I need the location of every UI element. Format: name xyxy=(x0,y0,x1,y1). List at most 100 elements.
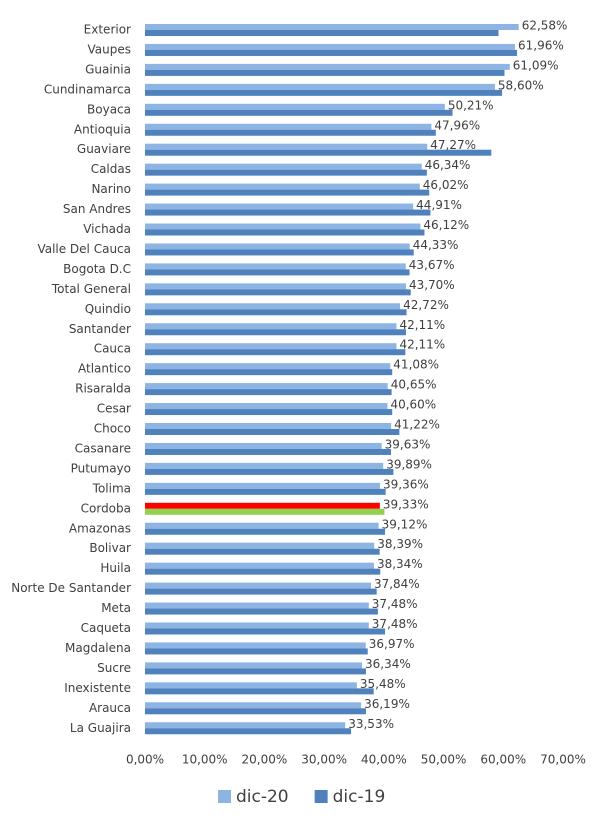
data-label: 39,89% xyxy=(386,457,432,471)
data-label: 42,11% xyxy=(399,318,445,332)
data-label: 33,53% xyxy=(348,717,394,731)
bar xyxy=(145,49,518,56)
bar xyxy=(145,203,414,210)
data-label: 37,84% xyxy=(374,577,420,591)
data-label: 41,22% xyxy=(394,418,440,432)
bar xyxy=(145,688,374,695)
bar xyxy=(145,568,381,575)
data-label: 36,34% xyxy=(365,657,411,671)
bar xyxy=(145,702,362,709)
bar xyxy=(145,263,406,270)
legend-label: dic-20 xyxy=(236,787,289,807)
bar xyxy=(145,123,432,130)
bar xyxy=(145,183,420,190)
x-tick-label: 30,00% xyxy=(301,753,347,767)
bar xyxy=(145,429,400,435)
y-tick-label: Huila xyxy=(100,561,131,575)
bar xyxy=(145,409,393,416)
x-tick-label: 70,00% xyxy=(540,753,586,767)
x-tick-label: 40,00% xyxy=(361,753,407,767)
y-tick-label: Antioquia xyxy=(74,122,131,136)
data-label: 47,96% xyxy=(434,118,480,132)
x-tick-label: 50,00% xyxy=(421,753,467,767)
data-label: 37,48% xyxy=(372,597,418,611)
bar xyxy=(145,169,427,176)
data-label: 46,12% xyxy=(423,218,469,232)
bar xyxy=(145,189,430,196)
bar xyxy=(145,642,366,649)
bar xyxy=(145,442,382,449)
y-tick-label: Vaupes xyxy=(88,42,132,56)
bar xyxy=(145,462,384,469)
bar xyxy=(145,243,410,250)
y-tick-label: Bolivar xyxy=(89,541,131,555)
bar xyxy=(145,682,357,689)
bar xyxy=(145,249,414,256)
bar xyxy=(145,468,394,475)
bar xyxy=(145,149,492,156)
data-label: 38,34% xyxy=(377,557,423,571)
y-tick-label: Cesar xyxy=(97,402,131,416)
y-tick-label: Risaralda xyxy=(75,382,131,396)
y-tick-label: Vichada xyxy=(83,222,131,236)
bar xyxy=(145,143,428,150)
y-tick-label: Tolima xyxy=(92,481,131,495)
data-label: 47,27% xyxy=(430,138,476,152)
bar xyxy=(145,522,379,529)
bar xyxy=(145,229,425,236)
y-tick-label: Amazonas xyxy=(69,521,131,535)
bar xyxy=(145,329,406,336)
x-tick-label: 20,00% xyxy=(242,753,288,767)
y-tick-label: Choco xyxy=(94,422,131,436)
legend-swatch xyxy=(218,790,231,803)
data-label: 43,67% xyxy=(409,258,455,272)
bar xyxy=(145,349,406,356)
bar xyxy=(145,588,377,595)
data-label: 42,72% xyxy=(403,298,449,312)
y-tick-label: Valle Del Cauca xyxy=(37,242,131,256)
bar xyxy=(145,109,453,116)
bar xyxy=(145,209,431,216)
bar xyxy=(145,63,510,70)
data-label: 38,39% xyxy=(377,537,423,551)
y-tick-label: Caqueta xyxy=(81,621,131,635)
y-tick-label: Exterior xyxy=(84,23,131,37)
y-tick-label: Casanare xyxy=(75,441,131,455)
data-label: 46,34% xyxy=(425,158,471,172)
y-tick-label: Narino xyxy=(91,182,131,196)
data-label: 61,09% xyxy=(513,58,559,72)
bar xyxy=(145,508,385,515)
bar xyxy=(145,602,369,609)
bar xyxy=(145,83,495,90)
bar xyxy=(145,389,392,396)
bar xyxy=(145,343,397,350)
y-tick-label: La Guajira xyxy=(70,721,131,735)
bar xyxy=(145,582,371,589)
data-label: 42,11% xyxy=(399,338,445,352)
bar xyxy=(145,323,397,330)
bar xyxy=(145,369,393,376)
bar xyxy=(145,423,392,429)
y-tick-label: Inexistente xyxy=(64,681,131,695)
y-tick-label: San Andres xyxy=(63,202,131,216)
data-label: 40,65% xyxy=(391,378,437,392)
y-tick-label: Arauca xyxy=(89,701,131,715)
bar xyxy=(145,528,386,535)
bar xyxy=(145,562,374,569)
y-tick-label: Cauca xyxy=(94,342,131,356)
bar xyxy=(145,722,346,729)
bar xyxy=(145,608,378,615)
data-label: 44,33% xyxy=(413,238,459,252)
bar xyxy=(145,43,515,50)
bar xyxy=(145,283,406,290)
bar xyxy=(145,662,363,669)
bar xyxy=(145,403,388,410)
data-label: 61,96% xyxy=(518,38,564,52)
bar xyxy=(145,163,422,170)
y-tick-label: Guaviare xyxy=(77,142,131,156)
bar xyxy=(145,24,519,30)
bar xyxy=(145,542,375,549)
bar xyxy=(145,488,386,495)
x-tick-label: 0,00% xyxy=(126,753,164,767)
